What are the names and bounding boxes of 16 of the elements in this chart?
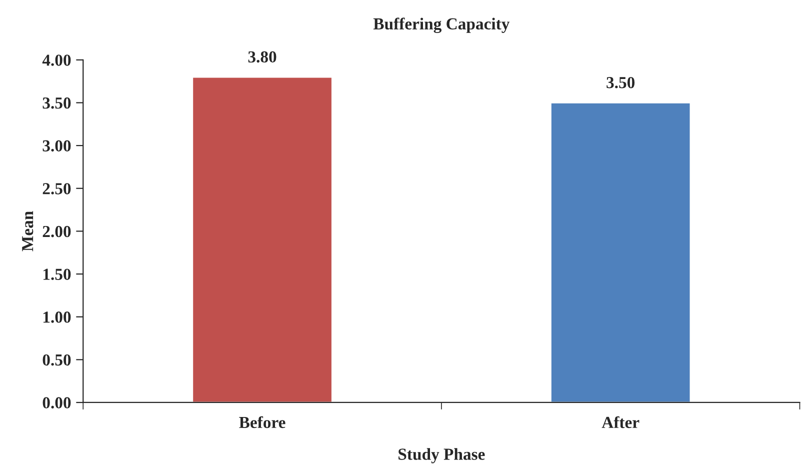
y-tick-label: 3.50 — [42, 97, 71, 109]
y-tick-label: 2.00 — [42, 226, 71, 238]
y-axis-title: Mean — [22, 211, 34, 252]
data-label: 3.50 — [606, 76, 635, 88]
y-tick-label: 4.00 — [42, 54, 71, 66]
data-label: 3.80 — [248, 51, 276, 63]
y-tick-label: 3.00 — [42, 140, 71, 152]
y-tick-label: 1.00 — [43, 312, 71, 323]
x-tick-label: After — [602, 416, 640, 428]
y-tick-label: 0.50 — [42, 354, 71, 366]
y-tick-label: 0.00 — [42, 397, 71, 408]
x-axis-title: Study Phase — [398, 448, 485, 464]
chart-title: Buffering Capacity — [373, 18, 510, 34]
y-tick-label: 1.50 — [43, 268, 71, 280]
y-tick-label: 2.50 — [42, 183, 71, 194]
x-tick-label: Before — [239, 416, 286, 428]
